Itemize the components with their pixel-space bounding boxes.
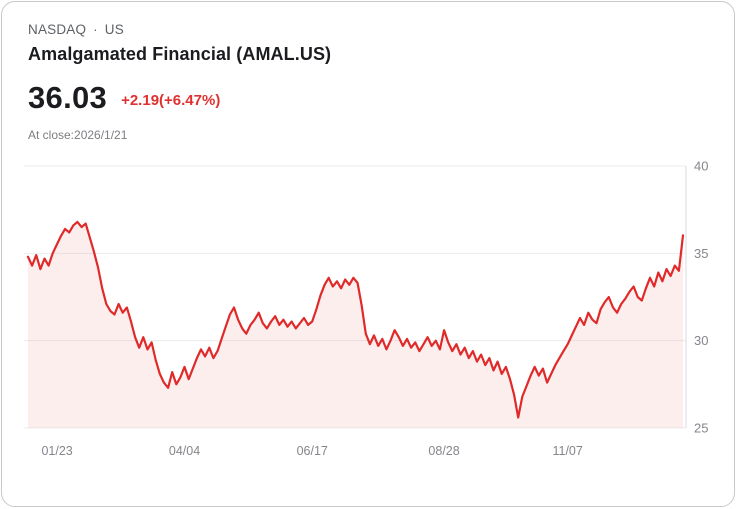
- y-axis-label: 25: [694, 421, 708, 436]
- exchange-label: NASDAQ: [28, 22, 87, 37]
- x-axis-label: 06/17: [297, 444, 328, 458]
- widget-header: NASDAQ · US Amalgamated Financial (AMAL.…: [2, 2, 734, 142]
- price-line: [26, 220, 685, 419]
- x-axis-label: 08/28: [428, 444, 459, 458]
- price-change: +2.19(+6.47%): [121, 91, 221, 109]
- y-axis-label: 40: [694, 159, 708, 174]
- current-price: 36.03: [28, 80, 108, 115]
- close-info: At close:2026/1/21: [28, 128, 128, 142]
- exchange-separator-dot: ·: [93, 22, 98, 37]
- x-axis-label: 04/04: [169, 444, 200, 458]
- area-fill: [28, 221, 683, 428]
- price-row: 36.03 +2.19(+6.47%): [28, 80, 710, 116]
- stock-title: Amalgamated Financial (AMAL.US): [28, 44, 332, 64]
- x-axis-label: 11/07: [552, 444, 582, 458]
- x-axis-label: 01/23: [41, 444, 72, 458]
- price-chart[interactable]: 25 30 35 40 01/23 04/04 06/17 08/28 11/07: [14, 156, 734, 468]
- y-axis-label: 30: [694, 333, 708, 348]
- y-axis-label: 35: [694, 246, 708, 261]
- region-label: US: [104, 22, 124, 37]
- exchange-row: NASDAQ · US: [28, 22, 710, 37]
- chart-area: 25 30 35 40 01/23 04/04 06/17 08/28 11/07: [2, 156, 734, 468]
